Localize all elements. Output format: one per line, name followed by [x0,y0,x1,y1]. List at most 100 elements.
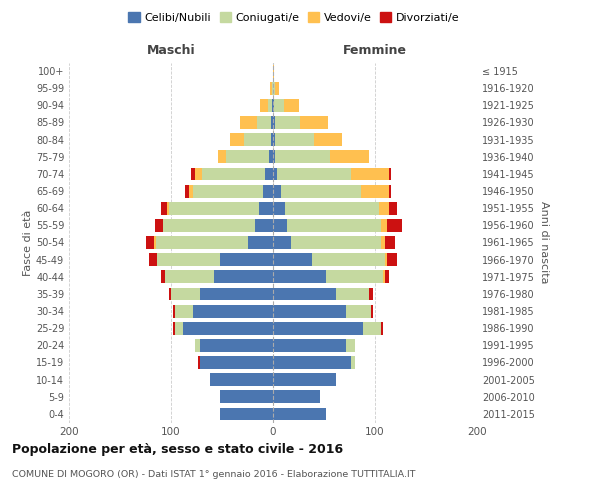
Bar [259,202,273,214]
Bar [244,133,271,146]
Bar [214,270,273,283]
Bar [220,253,273,266]
Text: Femmine: Femmine [343,44,407,58]
Bar [273,322,363,334]
Bar [210,373,273,386]
Bar [263,184,273,198]
Y-axis label: Anni di nascita: Anni di nascita [539,201,548,284]
Bar [277,168,350,180]
Bar [385,270,389,283]
Bar [248,236,273,249]
Bar [299,116,328,129]
Bar [389,184,391,198]
Bar [272,99,273,112]
Bar [381,219,387,232]
Bar [273,408,326,420]
Bar [379,202,389,214]
Bar [260,99,268,112]
Bar [273,236,292,249]
Bar [363,322,381,334]
Bar [273,270,326,283]
Bar [285,202,379,214]
Bar [156,236,248,249]
Bar [273,116,275,129]
Bar [230,133,244,146]
Bar [196,339,200,352]
Legend: Celibi/Nubili, Coniugati/e, Vedovi/e, Divorziati/e: Celibi/Nubili, Coniugati/e, Vedovi/e, Di… [124,8,464,28]
Bar [193,304,273,318]
Bar [273,82,275,94]
Bar [241,116,257,129]
Bar [200,288,273,300]
Bar [273,390,320,403]
Bar [191,168,196,180]
Bar [175,304,193,318]
Bar [361,184,389,198]
Bar [154,236,156,249]
Bar [190,184,193,198]
Bar [163,219,254,232]
Bar [271,133,273,146]
Bar [155,219,163,232]
Bar [273,184,281,198]
Bar [254,219,273,232]
Bar [200,356,273,369]
Bar [218,150,226,163]
Text: Popolazione per età, sesso e stato civile - 2016: Popolazione per età, sesso e stato civil… [12,442,343,456]
Bar [381,236,385,249]
Bar [350,168,389,180]
Bar [268,99,272,112]
Bar [350,356,355,369]
Bar [275,133,314,146]
Bar [385,253,387,266]
Bar [312,253,385,266]
Bar [273,339,346,352]
Bar [220,408,273,420]
Bar [336,288,369,300]
Bar [275,82,279,94]
Bar [381,322,383,334]
Bar [383,270,385,283]
Bar [385,236,395,249]
Bar [269,150,273,163]
Bar [270,82,272,94]
Bar [169,202,259,214]
Bar [161,270,165,283]
Bar [273,150,275,163]
Bar [167,202,169,214]
Bar [273,356,350,369]
Bar [346,339,355,352]
Text: COMUNE DI MOGORO (OR) - Dati ISTAT 1° gennaio 2016 - Elaborazione TUTTITALIA.IT: COMUNE DI MOGORO (OR) - Dati ISTAT 1° ge… [12,470,415,479]
Bar [273,373,336,386]
Bar [271,116,273,129]
Bar [173,322,175,334]
Bar [200,339,273,352]
Bar [146,236,154,249]
Bar [314,133,343,146]
Bar [171,288,200,300]
Bar [389,168,391,180]
Bar [273,219,287,232]
Bar [183,322,273,334]
Bar [330,150,369,163]
Bar [197,356,200,369]
Bar [275,116,299,129]
Bar [273,168,277,180]
Bar [273,202,285,214]
Bar [196,168,202,180]
Bar [273,304,346,318]
Bar [389,202,397,214]
Bar [274,99,284,112]
Bar [173,304,175,318]
Y-axis label: Fasce di età: Fasce di età [23,210,33,276]
Bar [169,288,171,300]
Bar [165,270,214,283]
Bar [281,184,361,198]
Bar [257,116,271,129]
Bar [220,390,273,403]
Bar [369,288,373,300]
Bar [273,99,274,112]
Bar [161,202,167,214]
Bar [287,219,381,232]
Bar [157,253,220,266]
